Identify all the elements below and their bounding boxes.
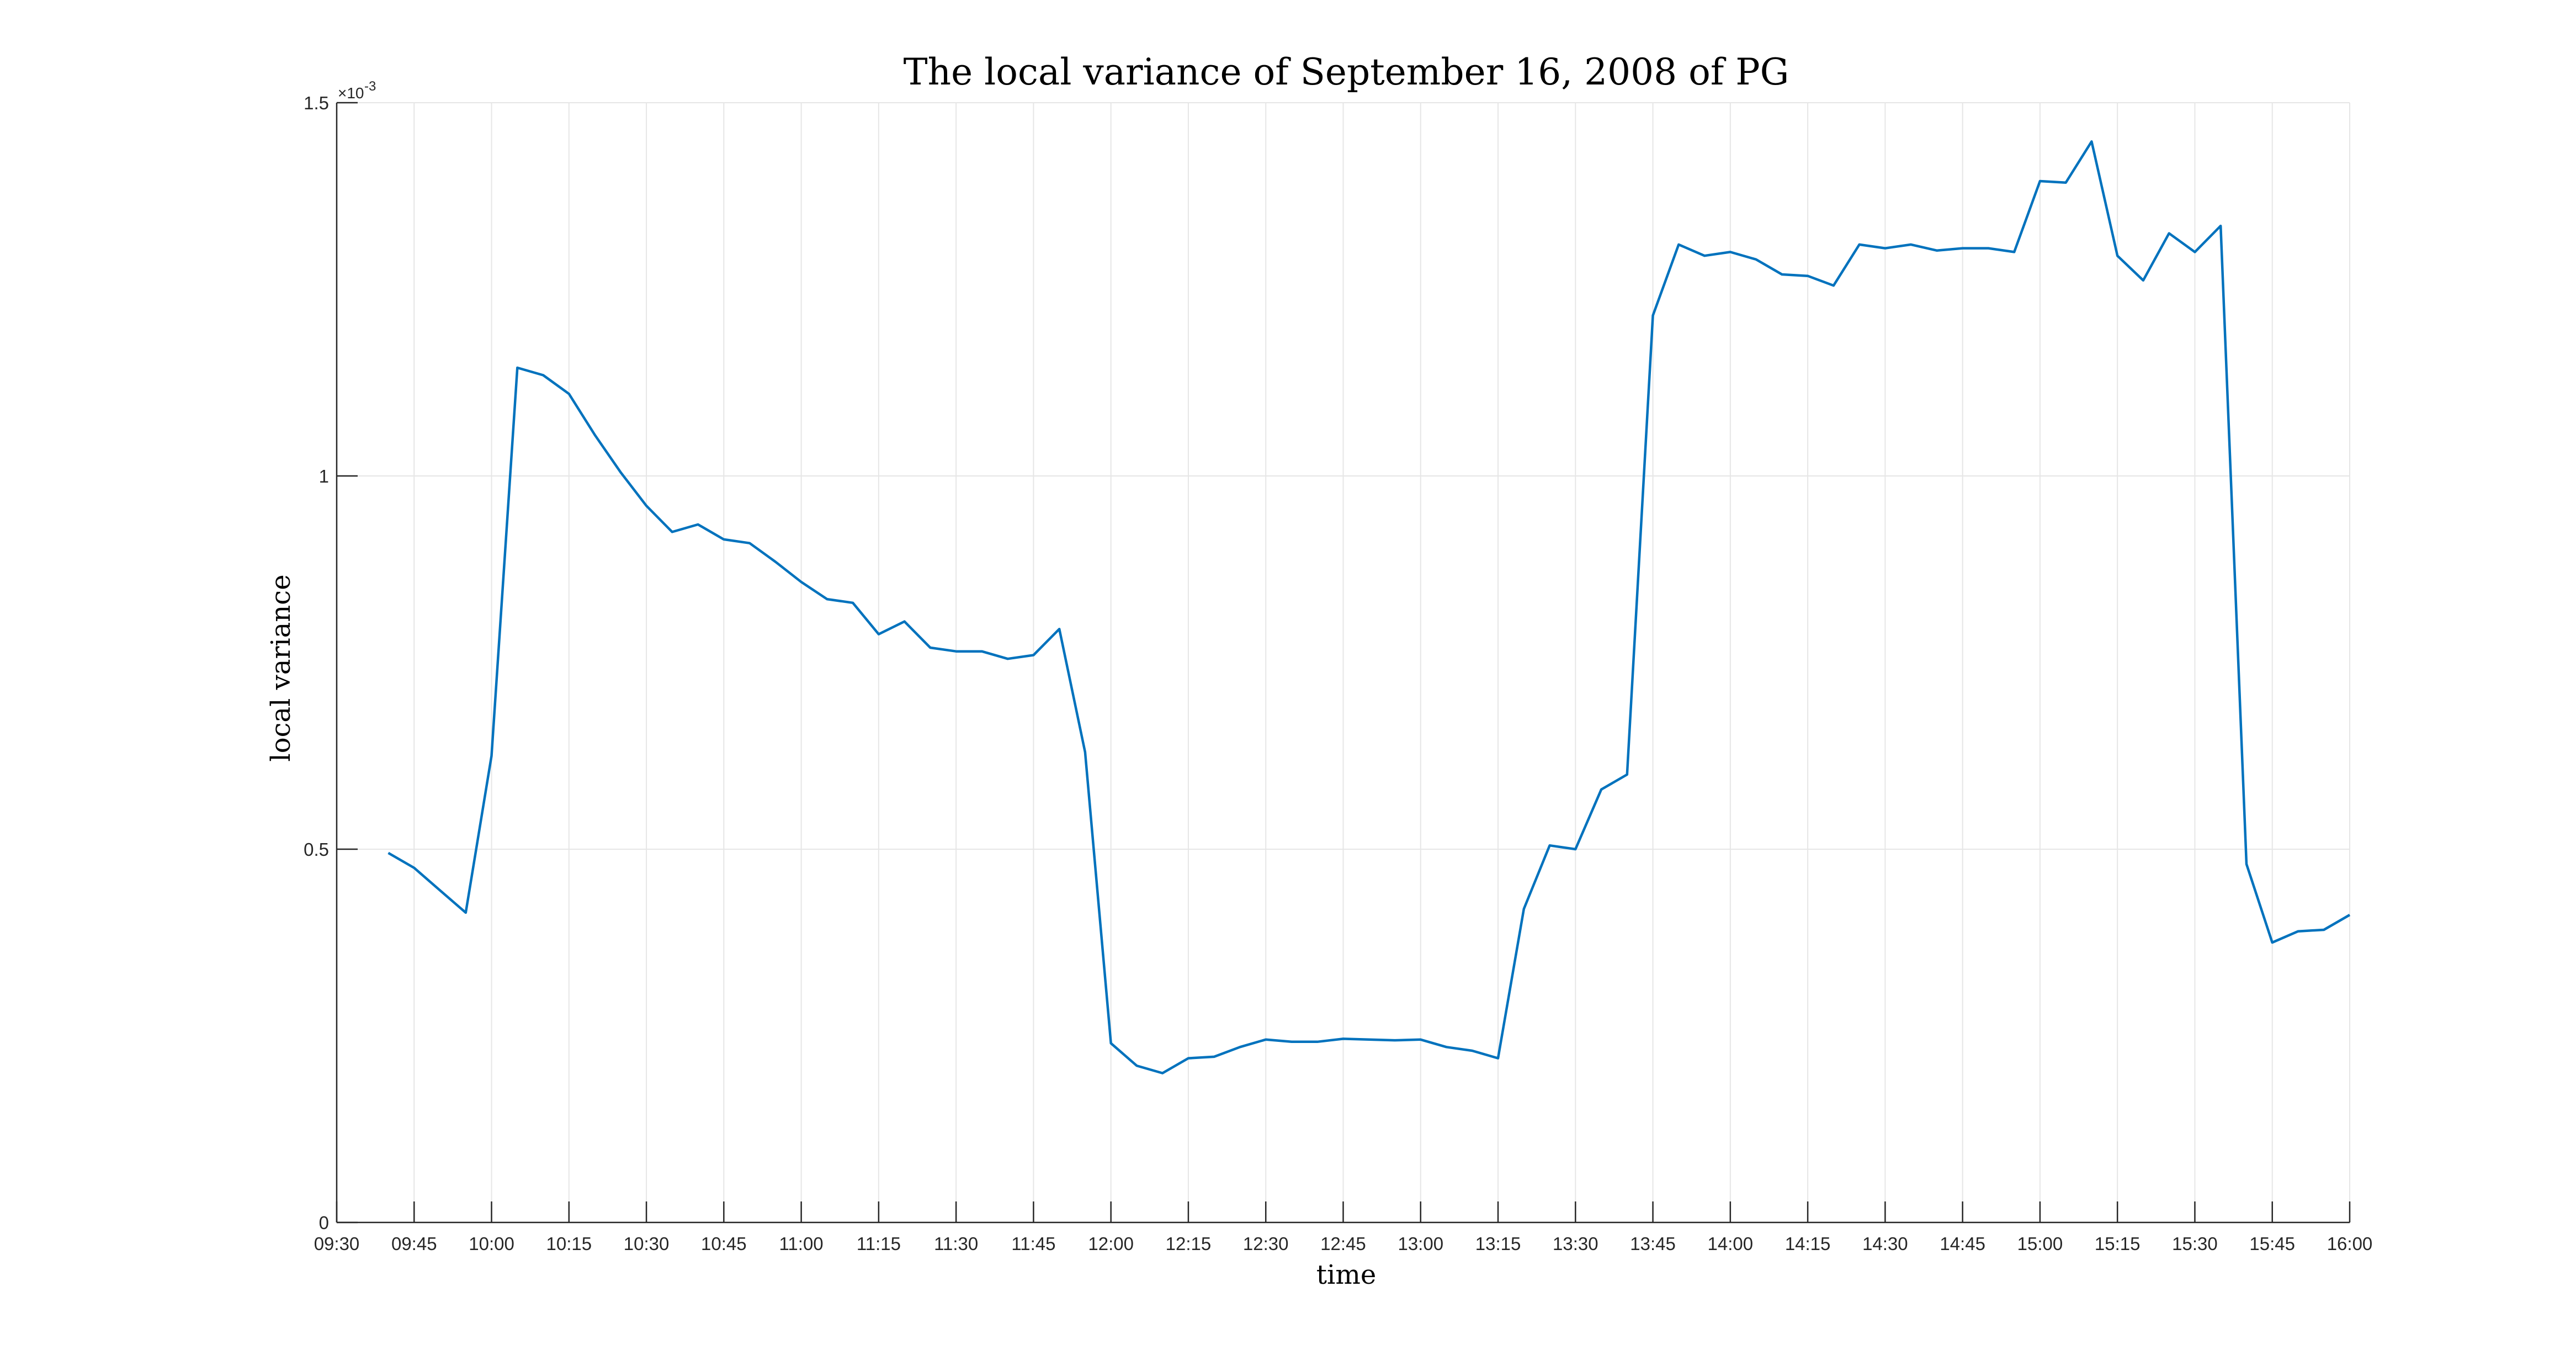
y-tick-label: 1 <box>319 466 329 486</box>
x-tick-label: 09:30 <box>314 1233 360 1254</box>
x-tick-label: 12:00 <box>1088 1233 1134 1254</box>
x-tick-label: 13:30 <box>1553 1233 1598 1254</box>
x-tick-label: 09:45 <box>391 1233 437 1254</box>
x-tick-label: 10:30 <box>624 1233 670 1254</box>
grid <box>336 102 2350 1223</box>
x-tick-label: 11:45 <box>1011 1233 1055 1254</box>
tick-layer: 09:30 09:45 10:00 10:15 10:30 10:45 11:00 11:15… <box>304 93 2372 1254</box>
y-exponent: ×10 -3 <box>338 79 376 102</box>
x-tick-label: 12:45 <box>1320 1233 1366 1254</box>
x-tick-label: 12:30 <box>1243 1233 1289 1254</box>
x-tick-label: 13:45 <box>1630 1233 1676 1254</box>
x-tick-label: 14:15 <box>1785 1233 1831 1254</box>
y-tick-label: 0 <box>319 1213 329 1233</box>
x-tick-label: 14:30 <box>1862 1233 1908 1254</box>
series-line <box>387 140 2351 1074</box>
x-tick-label: 15:30 <box>2172 1233 2218 1254</box>
y-axis-label: local variance <box>265 574 296 761</box>
y-tick-label: 0.5 <box>304 839 329 860</box>
x-tick-label: 10:15 <box>546 1233 592 1254</box>
x-tick-label: 11:30 <box>934 1233 978 1254</box>
x-tick-label: 13:15 <box>1475 1233 1521 1254</box>
chart-title: The local variance of September 16, 2008… <box>904 51 1789 93</box>
x-tick-label: 15:15 <box>2095 1233 2141 1254</box>
x-tick-label: 10:45 <box>701 1233 747 1254</box>
x-tick-label: 15:45 <box>2249 1233 2295 1254</box>
x-tick-label: 14:45 <box>1940 1233 1985 1254</box>
x-tick-label: 11:00 <box>779 1233 824 1254</box>
y-exponent-power: -3 <box>364 79 376 94</box>
x-axis-label: time <box>1316 1259 1377 1290</box>
x-tick-label: 15:00 <box>2017 1233 2063 1254</box>
x-tick-label: 10:00 <box>469 1233 514 1254</box>
y-exponent-base: ×10 <box>338 84 364 102</box>
x-tick-label: 14:00 <box>1708 1233 1754 1254</box>
series-layer <box>387 140 2351 1074</box>
x-tick-label: 13:00 <box>1398 1233 1443 1254</box>
x-tick-label: 12:15 <box>1166 1233 1212 1254</box>
y-tick-label: 1.5 <box>304 93 329 113</box>
x-tick-label: 16:00 <box>2327 1233 2373 1254</box>
x-tick-label: 11:15 <box>857 1233 901 1254</box>
